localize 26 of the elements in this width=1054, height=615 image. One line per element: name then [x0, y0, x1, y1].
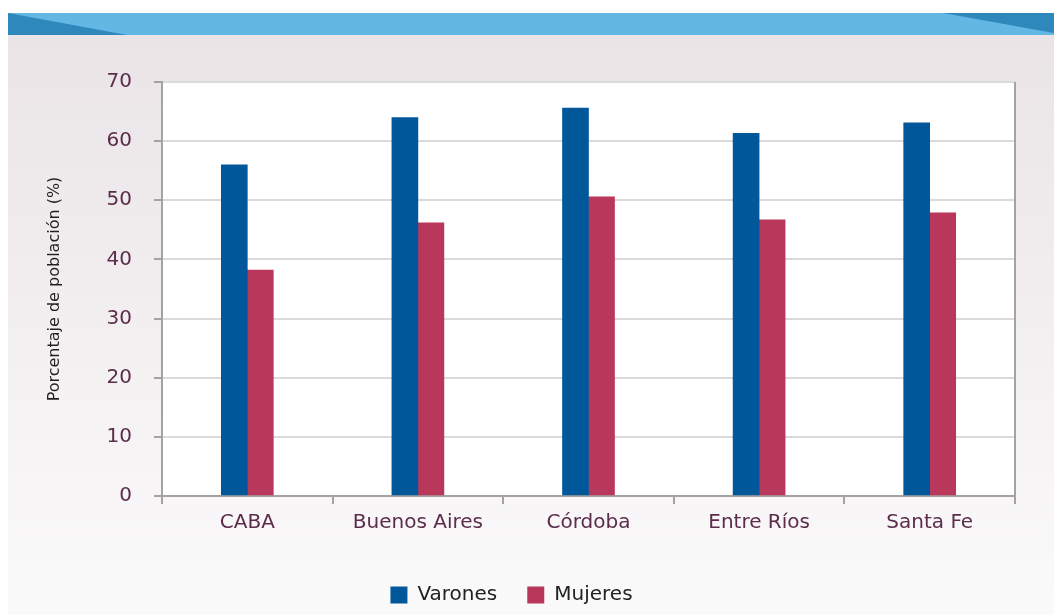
y-tick-label: 50	[106, 186, 132, 211]
bar	[417, 222, 445, 496]
bar	[246, 269, 274, 496]
y-tick-label: 30	[106, 304, 132, 329]
bar	[391, 117, 419, 496]
y-tick-label: 70	[106, 68, 132, 93]
legend-label: Mujeres	[554, 581, 633, 606]
x-tick-label: Buenos Aires	[352, 509, 483, 534]
y-tick-label: 0	[119, 482, 132, 507]
bar	[588, 196, 615, 496]
y-tick-label: 60	[106, 127, 132, 152]
legend-label: Varones	[417, 581, 498, 606]
bar	[220, 164, 248, 496]
y-tick-label: 20	[106, 363, 132, 388]
bar	[903, 122, 931, 496]
bar	[929, 212, 957, 496]
x-tick-label: Santa Fe	[886, 509, 974, 534]
y-axis-title: Porcentaje de población (%)	[43, 176, 63, 402]
y-tick-label: 40	[106, 245, 132, 270]
x-tick-label: CABA	[219, 509, 276, 534]
x-tick-label: Córdoba	[546, 509, 631, 534]
bar	[732, 133, 760, 496]
bar	[758, 219, 786, 496]
y-tick-label: 10	[106, 423, 132, 448]
bar	[562, 107, 589, 496]
x-tick-label: Entre Ríos	[708, 509, 810, 534]
